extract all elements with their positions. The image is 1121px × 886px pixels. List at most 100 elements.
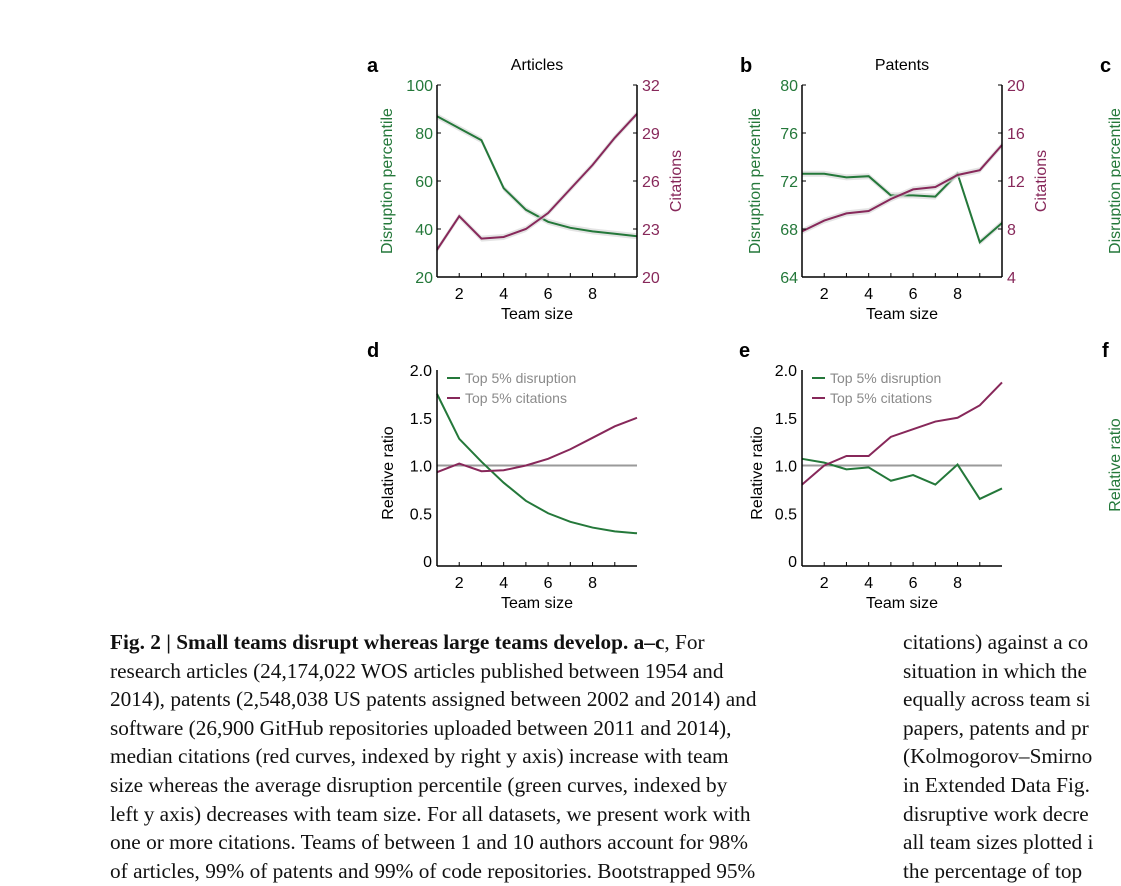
caption-line: papers, patents and pr — [903, 715, 1089, 740]
panel-letter-b: b — [740, 55, 752, 77]
x-tick-label: 6 — [544, 286, 553, 303]
series-line-citations — [436, 113, 638, 251]
y-axis-label: Relative ratio — [380, 426, 397, 519]
x-tick-label: 2 — [820, 286, 829, 303]
y-tick-label: 40 — [415, 222, 433, 239]
y-tick-label: 20 — [415, 270, 433, 287]
legend-label: Top 5% citations — [830, 390, 932, 406]
legend-label: Top 5% citations — [465, 390, 567, 406]
series-line-disruption — [801, 457, 1003, 501]
panel-letter-f: f — [1102, 340, 1109, 362]
x-axis-label: Team size — [501, 306, 573, 323]
figure-2: a Articles204060801002023262932Disruption… — [367, 55, 1121, 612]
x-tick-label: 6 — [909, 575, 918, 592]
y-tick-label: 2.0 — [775, 363, 797, 380]
y-tick-label: 72 — [780, 174, 798, 191]
y2-tick-label: 20 — [1007, 78, 1025, 95]
caption-line: the percentage of top — [903, 858, 1083, 883]
y-tick-label: 1.5 — [775, 411, 797, 428]
caption-line: 2014), patents (2,548,038 US patents ass… — [110, 687, 757, 712]
y-tick-label: 0.5 — [775, 506, 797, 523]
caption-title: Fig. 2 | Small teams disrupt whereas lar… — [110, 630, 665, 654]
figure-caption-left-column: Fig. 2 | Small teams disrupt whereas lar… — [110, 628, 756, 885]
y-axis-label: Relative ratio — [749, 426, 766, 519]
y-tick-label: 76 — [780, 126, 798, 143]
y2-axis-label: Citations — [668, 150, 685, 212]
y-tick-label: 0 — [423, 554, 432, 571]
caption-line: in Extended Data Fig. — [903, 772, 1090, 797]
y2-tick-label: 23 — [642, 222, 660, 239]
caption-line: software (26,900 GitHub repositories upl… — [110, 715, 732, 740]
y-tick-label: 80 — [415, 126, 433, 143]
panel-letter-c: c — [1100, 55, 1111, 77]
y-axis-label: Disruption percentile — [1107, 108, 1121, 254]
x-tick-label: 6 — [544, 575, 553, 592]
caption-line: situation in which the — [903, 658, 1087, 683]
y-tick-label: 80 — [780, 78, 798, 95]
caption-line: size whereas the average disruption perc… — [110, 772, 728, 797]
caption-line: left y axis) decreases with team size. F… — [110, 801, 751, 826]
y2-tick-label: 16 — [1007, 126, 1025, 143]
series-line-disruption — [802, 171, 1003, 244]
y-tick-label: 60 — [415, 174, 433, 191]
x-axis-label: Team size — [501, 595, 573, 612]
y-axis-label: Disruption percentile — [379, 108, 396, 254]
x-tick-label: 2 — [820, 575, 829, 592]
caption-line: of articles, 99% of patents and 99% of c… — [110, 858, 756, 883]
panel-letter-e: e — [739, 340, 750, 362]
x-tick-label: 4 — [499, 575, 508, 592]
x-tick-label: 2 — [455, 286, 464, 303]
caption-line: Fig. 2 | Small teams disrupt whereas lar… — [110, 630, 705, 654]
panel-letter-a: a — [367, 55, 379, 77]
chart-title: Patents — [875, 57, 929, 74]
confidence-band — [802, 170, 1002, 246]
y-tick-label: 2.0 — [410, 363, 432, 380]
series-line-citations — [801, 144, 1003, 233]
x-tick-label: 8 — [953, 286, 962, 303]
x-tick-label: 4 — [864, 575, 873, 592]
caption-line: disruptive work decre — [903, 801, 1089, 826]
series-line-citations — [801, 381, 1003, 486]
caption-line: one or more citations. Teams of between … — [110, 830, 749, 855]
x-tick-label: 8 — [588, 286, 597, 303]
confidence-band — [802, 142, 1002, 235]
caption-line: (Kolmogorov–Smirno — [903, 744, 1093, 769]
panel-letter-d: d — [367, 340, 379, 362]
y2-tick-label: 12 — [1007, 174, 1025, 191]
x-tick-label: 2 — [455, 575, 464, 592]
series-line-disruption — [436, 115, 638, 238]
figure-caption-right-column: citations) against a co situation in whi… — [903, 628, 1093, 885]
legend-label: Top 5% disruption — [830, 370, 941, 386]
caption-line: research articles (24,174,022 WOS articl… — [110, 658, 724, 683]
caption-line: citations) against a co — [903, 630, 1089, 654]
series-line-citations — [436, 416, 638, 474]
x-tick-label: 6 — [909, 286, 918, 303]
y2-tick-label: 32 — [642, 78, 660, 95]
chart-title: Articles — [511, 57, 563, 74]
y2-tick-label: 8 — [1007, 222, 1016, 239]
x-axis-label: Team size — [866, 595, 938, 612]
confidence-band — [437, 113, 637, 240]
x-axis-label: Team size — [866, 306, 938, 323]
legend-label: Top 5% disruption — [465, 370, 576, 386]
y-tick-label: 100 — [406, 78, 433, 95]
y2-tick-label: 26 — [642, 174, 660, 191]
y2-tick-label: 29 — [642, 126, 660, 143]
caption-line: median citations (red curves, indexed by… — [110, 744, 729, 769]
y2-axis-label: Citations — [1033, 150, 1050, 212]
series-line-disruption — [436, 393, 638, 535]
y-tick-label: 64 — [780, 270, 798, 287]
y-axis-label: Disruption percentile — [747, 108, 764, 254]
y-tick-label: 1.0 — [775, 459, 797, 476]
y2-tick-label: 4 — [1007, 270, 1016, 287]
x-tick-label: 4 — [499, 286, 508, 303]
y2-tick-label: 20 — [642, 270, 660, 287]
y-tick-label: 68 — [780, 222, 798, 239]
y-tick-label: 0.5 — [410, 506, 432, 523]
y-tick-label: 1.0 — [410, 459, 432, 476]
y-tick-label: 0 — [788, 554, 797, 571]
caption-line: all team sizes plotted i — [903, 830, 1094, 855]
x-tick-label: 4 — [864, 286, 873, 303]
x-tick-label: 8 — [953, 575, 962, 592]
x-tick-label: 8 — [588, 575, 597, 592]
